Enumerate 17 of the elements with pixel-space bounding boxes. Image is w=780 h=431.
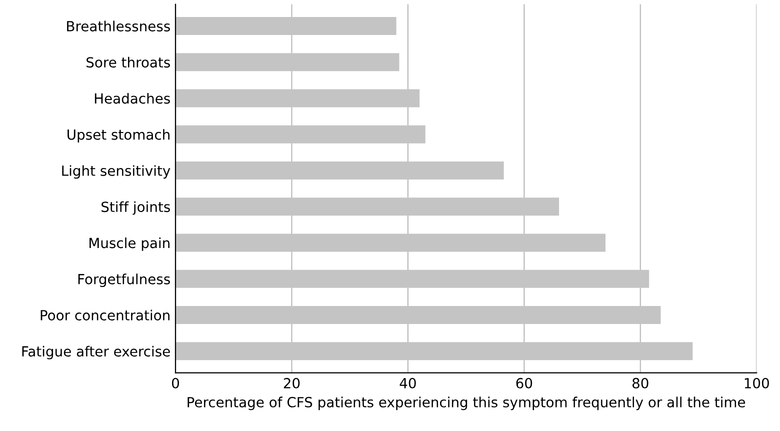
y-tick-label: Muscle pain <box>90 237 170 251</box>
x-tick-label: 0 <box>172 378 179 388</box>
y-tick-label: Fatigue after exercise <box>22 346 170 360</box>
x-axis-title: Percentage of CFS patients experiencing this symptom frequently or all the time <box>188 396 746 410</box>
x-tick-label: 100 <box>744 378 769 388</box>
y-tick-label: Headaches <box>94 92 170 104</box>
x-tick-label: 20 <box>284 378 300 388</box>
y-tick-label: Stiff joints <box>102 201 170 215</box>
y-tick-label: Breathlessness <box>67 20 170 32</box>
x-tick-label: 80 <box>632 378 648 388</box>
x-tick-label: 40 <box>400 378 416 388</box>
y-tick-label: Light sensitivity <box>62 165 170 179</box>
x-tick-label: 60 <box>516 378 532 388</box>
y-tick-label: Sore throats <box>86 56 170 68</box>
y-tick-label: Poor concentration <box>40 310 170 320</box>
y-tick-label: Upset stomach <box>68 129 170 143</box>
y-tick-label: Forgetfulness <box>78 274 170 288</box>
